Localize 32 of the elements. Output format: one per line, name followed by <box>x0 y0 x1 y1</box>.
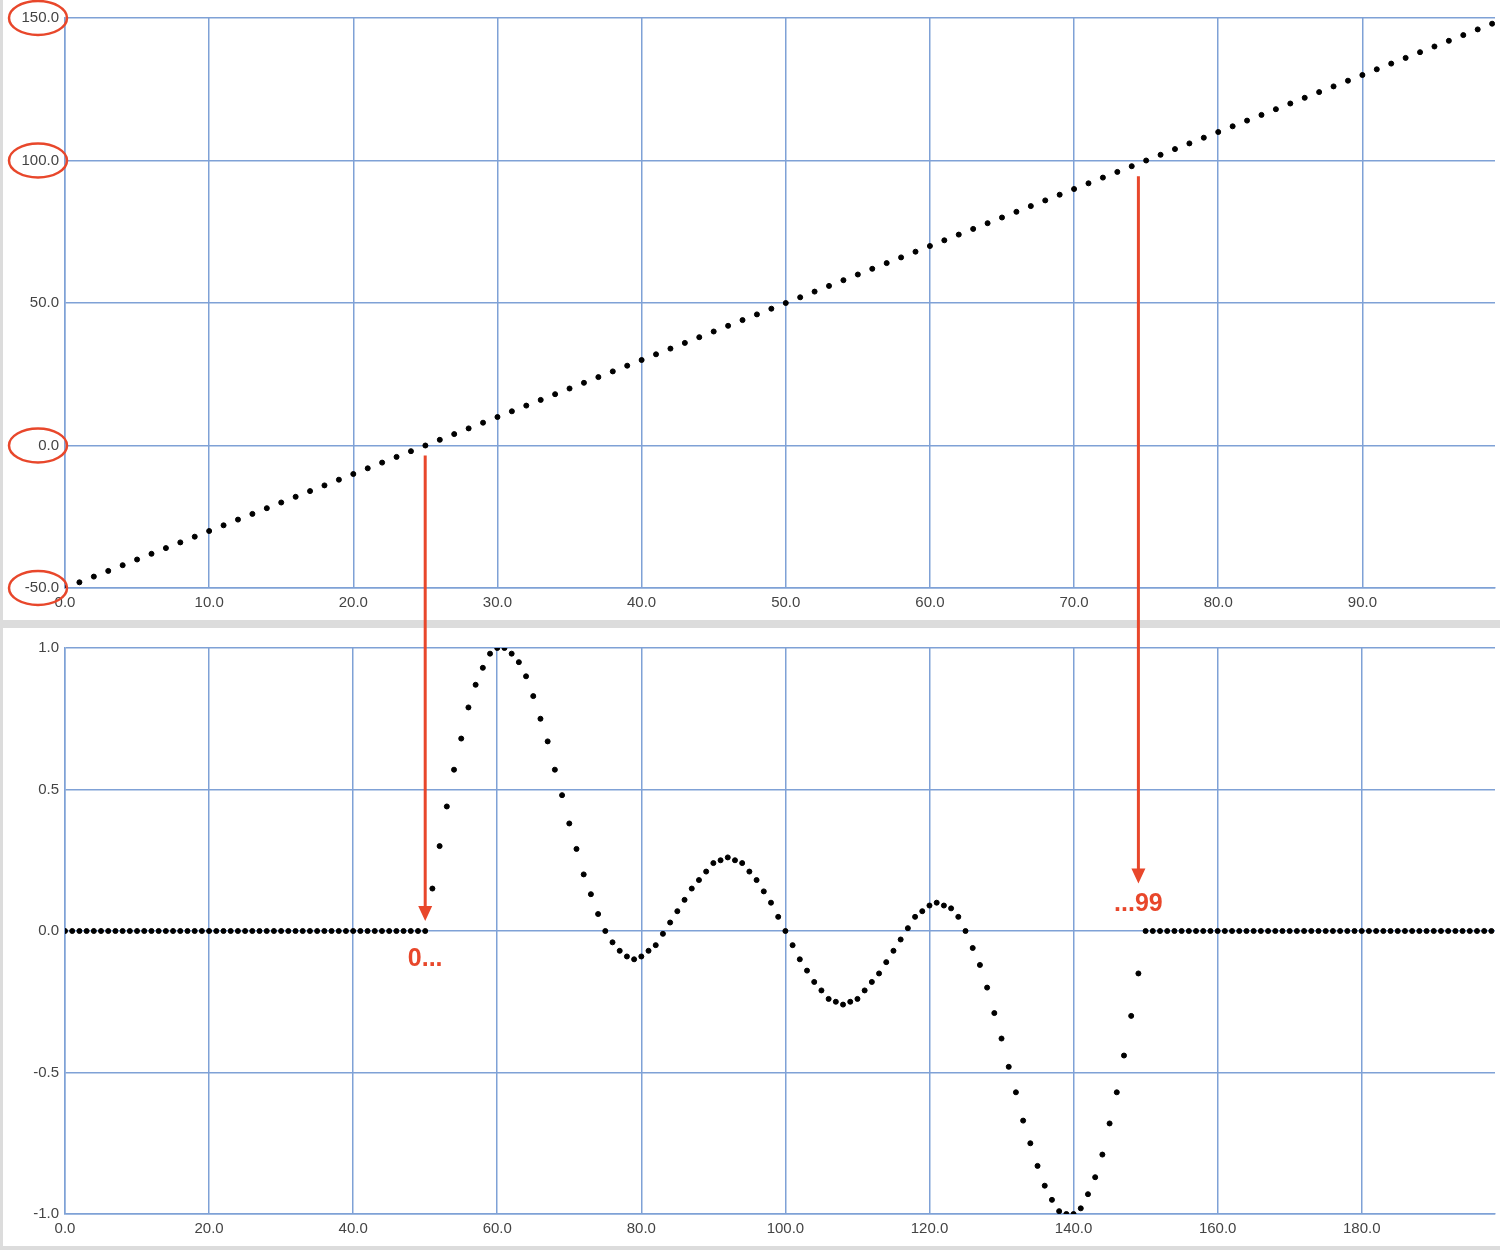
y-tick-label: 50.0 <box>29 293 59 311</box>
x-tick-label: 20.0 <box>194 1219 224 1237</box>
y-tick-label: 0.5 <box>38 779 59 797</box>
y-tick-label: -50.0 <box>24 578 59 596</box>
x-tick-label: 180.0 <box>1342 1219 1381 1237</box>
x-tick-label: 70.0 <box>1059 593 1089 611</box>
y-tick-label: 0.0 <box>38 435 59 453</box>
y-tick-label: 1.0 <box>38 638 59 656</box>
x-tick-label: 20.0 <box>338 593 368 611</box>
x-tick-label: 80.0 <box>1203 593 1233 611</box>
x-tick-label: 50.0 <box>771 593 801 611</box>
x-tick-label: 0.0 <box>54 1219 76 1237</box>
x-tick-label: 100.0 <box>766 1219 805 1237</box>
x-tick-label: 120.0 <box>910 1219 949 1237</box>
x-tick-label: 160.0 <box>1198 1219 1237 1237</box>
y-tick-label: -0.5 <box>33 1062 59 1080</box>
annotation: ...99 <box>1114 888 1163 917</box>
annotation: 0... <box>407 943 443 971</box>
x-tick-label: 30.0 <box>482 593 513 611</box>
x-tick-label: 80.0 <box>626 1219 656 1237</box>
x-tick-label: 40.0 <box>338 1219 368 1237</box>
y-tick-label: 150.0 <box>21 8 59 26</box>
y-tick-label: 100.0 <box>21 150 59 168</box>
x-tick-label: 0.0 <box>54 593 76 611</box>
x-tick-label: 40.0 <box>627 593 657 611</box>
y-tick-label: -1.0 <box>33 1204 59 1222</box>
x-tick-label: 60.0 <box>915 593 945 611</box>
x-tick-label: 10.0 <box>194 593 224 611</box>
x-tick-label: 60.0 <box>482 1219 512 1237</box>
x-tick-label: 90.0 <box>1347 593 1377 611</box>
x-tick-label: 140.0 <box>1054 1219 1093 1237</box>
y-tick-label: 0.0 <box>38 921 59 939</box>
